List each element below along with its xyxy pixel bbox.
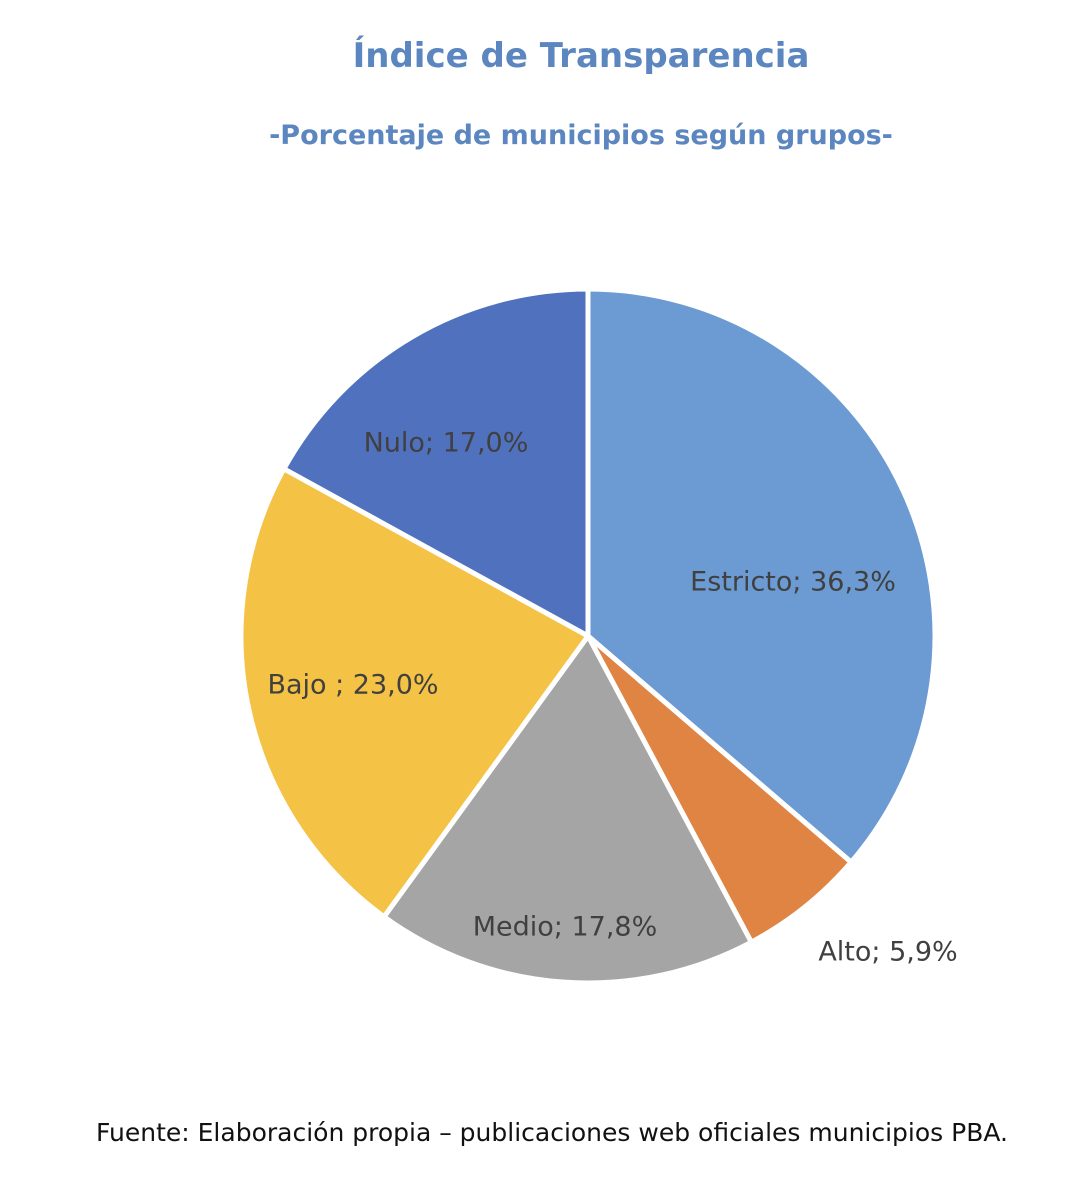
source-note: Fuente: Elaboración propia – publicacion…: [96, 1118, 1008, 1147]
slice-label-estricto: Estricto; 36,3%: [690, 567, 896, 598]
pie-slice-bajo: [238, 466, 591, 920]
slice-label-nulo: Nulo; 17,0%: [364, 428, 529, 459]
slice-label-bajo: Bajo ; 23,0%: [267, 670, 438, 701]
chart-subtitle: -Porcentaje de municipios según grupos-: [269, 120, 893, 151]
pie-slice-nulo: [281, 286, 591, 639]
pie-labels: Estricto; 36,3% Alto; 5,9% Medio; 17,8% Baj…: [267, 428, 957, 968]
pie-slices: [238, 286, 938, 986]
pie-slice-estricto: [585, 286, 938, 865]
pie-slice-medio: [381, 633, 754, 986]
chart-title: Índice de Transparencia: [352, 36, 810, 76]
slice-label-alto: Alto; 5,9%: [818, 937, 957, 968]
slice-label-medio: Medio; 17,8%: [473, 912, 658, 943]
